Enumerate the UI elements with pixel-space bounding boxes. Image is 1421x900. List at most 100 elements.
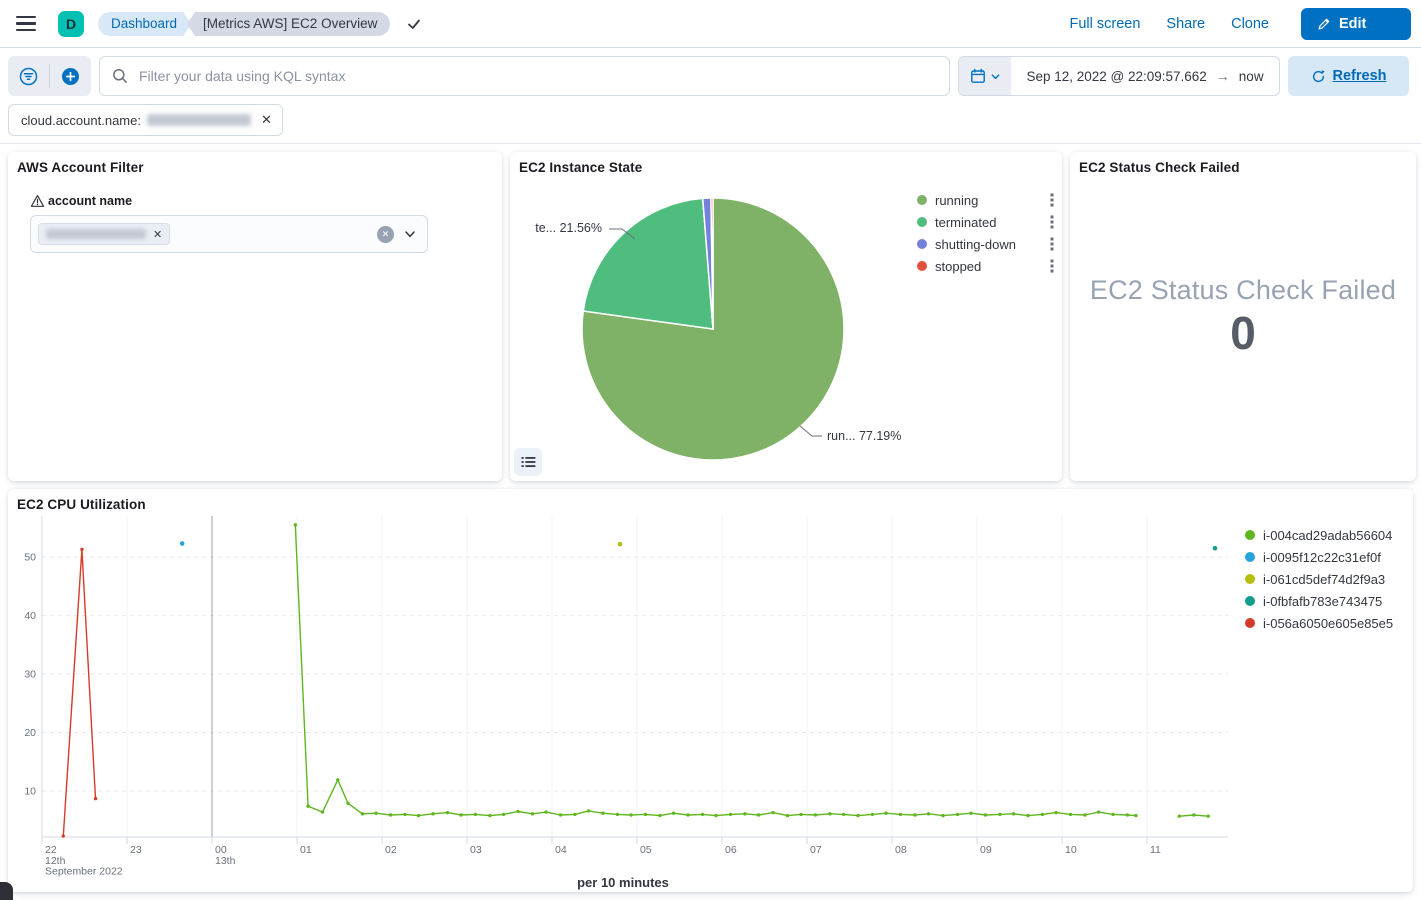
calendar-dropdown-button[interactable]	[959, 57, 1011, 95]
legend-item-i-061cd5def74d2f9a3[interactable]: i-061cd5def74d2f9a3	[1245, 568, 1410, 590]
control-label: account name	[48, 194, 132, 208]
x-tick-label: 02	[385, 844, 397, 856]
legend-dot	[1245, 530, 1255, 540]
query-bar-zone: Sep 12, 2022 @ 22:09:57.662 → now Refres…	[0, 48, 1421, 144]
selected-account-tag[interactable]: ✕	[38, 223, 170, 245]
toast-corner	[0, 882, 13, 900]
cpu-line-chart[interactable]: 10203040502212thSeptember 2022230013th01…	[8, 509, 1238, 881]
metric-value: 0	[1230, 308, 1256, 359]
date-picker: Sep 12, 2022 @ 22:09:57.662 → now	[958, 56, 1280, 96]
filter-pill-redacted-value	[147, 114, 251, 126]
x-axis-label: per 10 minutes	[8, 875, 1238, 890]
x-tick-label: 09	[980, 844, 992, 856]
legend-label: i-004cad29adab56604	[1263, 528, 1392, 543]
x-tick-label: 06	[725, 844, 737, 856]
x-tick-label: 03	[470, 844, 482, 856]
saved-check-icon	[406, 16, 422, 32]
legend-dot	[917, 261, 927, 271]
chevron-down-icon	[990, 71, 1001, 82]
calendar-icon	[970, 68, 986, 84]
series-line-i-056a6050e605e85e5[interactable]	[63, 549, 95, 836]
add-filter-icon[interactable]	[50, 56, 91, 96]
legend-actions-icon[interactable]	[1047, 193, 1057, 207]
remove-tag-icon[interactable]: ✕	[153, 228, 162, 241]
pencil-icon	[1317, 17, 1331, 31]
series-line-i-004cad29adab56604[interactable]	[295, 525, 1136, 816]
full-screen-link[interactable]: Full screen	[1069, 16, 1140, 32]
pie-label-terminated: te... 21.56%	[535, 221, 602, 235]
edit-button[interactable]: Edit	[1301, 8, 1411, 40]
filter-pill-field: cloud.account.name:	[21, 113, 141, 128]
legend-dot	[1245, 618, 1255, 628]
refresh-icon	[1311, 69, 1326, 84]
legend-label: i-0095f12c22c31ef0f	[1263, 550, 1381, 565]
x-tick-label: 07	[810, 844, 822, 856]
list-icon	[521, 455, 536, 469]
search-icon	[112, 68, 128, 84]
legend-dot	[917, 195, 927, 205]
warning-icon	[30, 194, 45, 208]
legend-dot	[1245, 596, 1255, 606]
cpu-legend: i-004cad29adab56604 i-0095f12c22c31ef0f i-…	[1245, 524, 1410, 634]
remove-filter-icon[interactable]: ✕	[261, 112, 272, 128]
kql-search-input[interactable]	[137, 67, 937, 85]
breadcrumb-dashboard[interactable]: Dashboard	[98, 12, 183, 36]
legend-dot	[917, 217, 927, 227]
menu-icon[interactable]	[16, 12, 40, 36]
clone-link[interactable]: Clone	[1231, 16, 1269, 32]
chevron-down-icon[interactable]	[403, 227, 417, 241]
panel-ec2-instance-state: EC2 Instance State te... 21.56%run... 77…	[510, 152, 1062, 481]
legend-item-i-004cad29adab56604[interactable]: i-004cad29adab56604	[1245, 524, 1410, 546]
x-tick-label: 11	[1150, 844, 1161, 856]
legend-item-shutting-down[interactable]: shutting-down	[917, 233, 1057, 255]
y-tick-label: 40	[24, 610, 36, 622]
breadcrumb-current-page[interactable]: [Metrics AWS] EC2 Overview	[195, 12, 390, 36]
legend-actions-icon[interactable]	[1047, 259, 1057, 273]
breadcrumb: Dashboard [Metrics AWS] EC2 Overview	[98, 12, 390, 36]
legend-item-i-0fbfafb783e743475[interactable]: i-0fbfafb783e743475	[1245, 590, 1410, 612]
refresh-button[interactable]: Refresh	[1288, 56, 1409, 96]
filter-button-group	[8, 56, 91, 96]
pie-label-running: run... 77.19%	[827, 429, 901, 443]
pie-slice-terminated[interactable]	[583, 198, 713, 329]
pie-legend: running terminated shutting-down stopped	[917, 189, 1057, 277]
legend-actions-icon[interactable]	[1047, 237, 1057, 251]
legend-item-i-0095f12c22c31ef0f[interactable]: i-0095f12c22c31ef0f	[1245, 546, 1410, 568]
x-tick-sublabel: 13th	[215, 855, 236, 867]
legend-label: i-061cd5def74d2f9a3	[1263, 572, 1385, 587]
x-tick-label: 10	[1065, 844, 1077, 856]
legend-label: shutting-down	[935, 237, 1016, 252]
kql-search-box	[99, 56, 950, 96]
legend-item-i-056a6050e605e85e5[interactable]: i-056a6050e605e85e5	[1245, 612, 1410, 634]
panel-ec2-status-check-failed: EC2 Status Check Failed EC2 Status Check…	[1070, 152, 1416, 481]
legend-label: stopped	[935, 259, 981, 274]
metric-label: EC2 Status Check Failed	[1090, 275, 1396, 306]
filter-pill-cloud-account-name[interactable]: cloud.account.name: ✕	[8, 104, 283, 136]
date-range-end[interactable]: now	[1239, 69, 1264, 84]
legend-dot	[1245, 574, 1255, 584]
legend-label: terminated	[935, 215, 996, 230]
date-range-start[interactable]: Sep 12, 2022 @ 22:09:57.662	[1026, 69, 1206, 84]
space-avatar[interactable]: D	[58, 11, 84, 37]
x-tick-label: 04	[555, 844, 567, 856]
legend-dot	[1245, 552, 1255, 562]
share-link[interactable]: Share	[1166, 16, 1205, 32]
legend-actions-icon[interactable]	[1047, 215, 1057, 229]
panel-title: AWS Account Filter	[17, 160, 144, 175]
legend-item-terminated[interactable]: terminated	[917, 211, 1057, 233]
x-tick-label: 23	[130, 844, 142, 856]
legend-label: i-0fbfafb783e743475	[1263, 594, 1382, 609]
panel-aws-account-filter: AWS Account Filter account name ✕ ✕	[8, 152, 502, 481]
top-header: D Dashboard [Metrics AWS] EC2 Overview F…	[0, 0, 1421, 48]
legend-item-running[interactable]: running	[917, 189, 1057, 211]
y-tick-label: 10	[24, 786, 36, 798]
y-tick-label: 30	[24, 669, 36, 681]
arrow-right-icon: →	[1216, 68, 1230, 84]
legend-item-stopped[interactable]: stopped	[917, 255, 1057, 277]
clear-selection-icon[interactable]: ✕	[377, 226, 394, 243]
legend-toggle-button[interactable]	[514, 448, 542, 476]
account-name-combobox[interactable]: ✕ ✕	[30, 215, 428, 253]
account-redacted-value	[46, 229, 146, 239]
panel-ec2-cpu-utilization: EC2 CPU Utilization 10203040502212thSept…	[8, 489, 1413, 892]
saved-query-filter-icon[interactable]	[8, 56, 49, 96]
